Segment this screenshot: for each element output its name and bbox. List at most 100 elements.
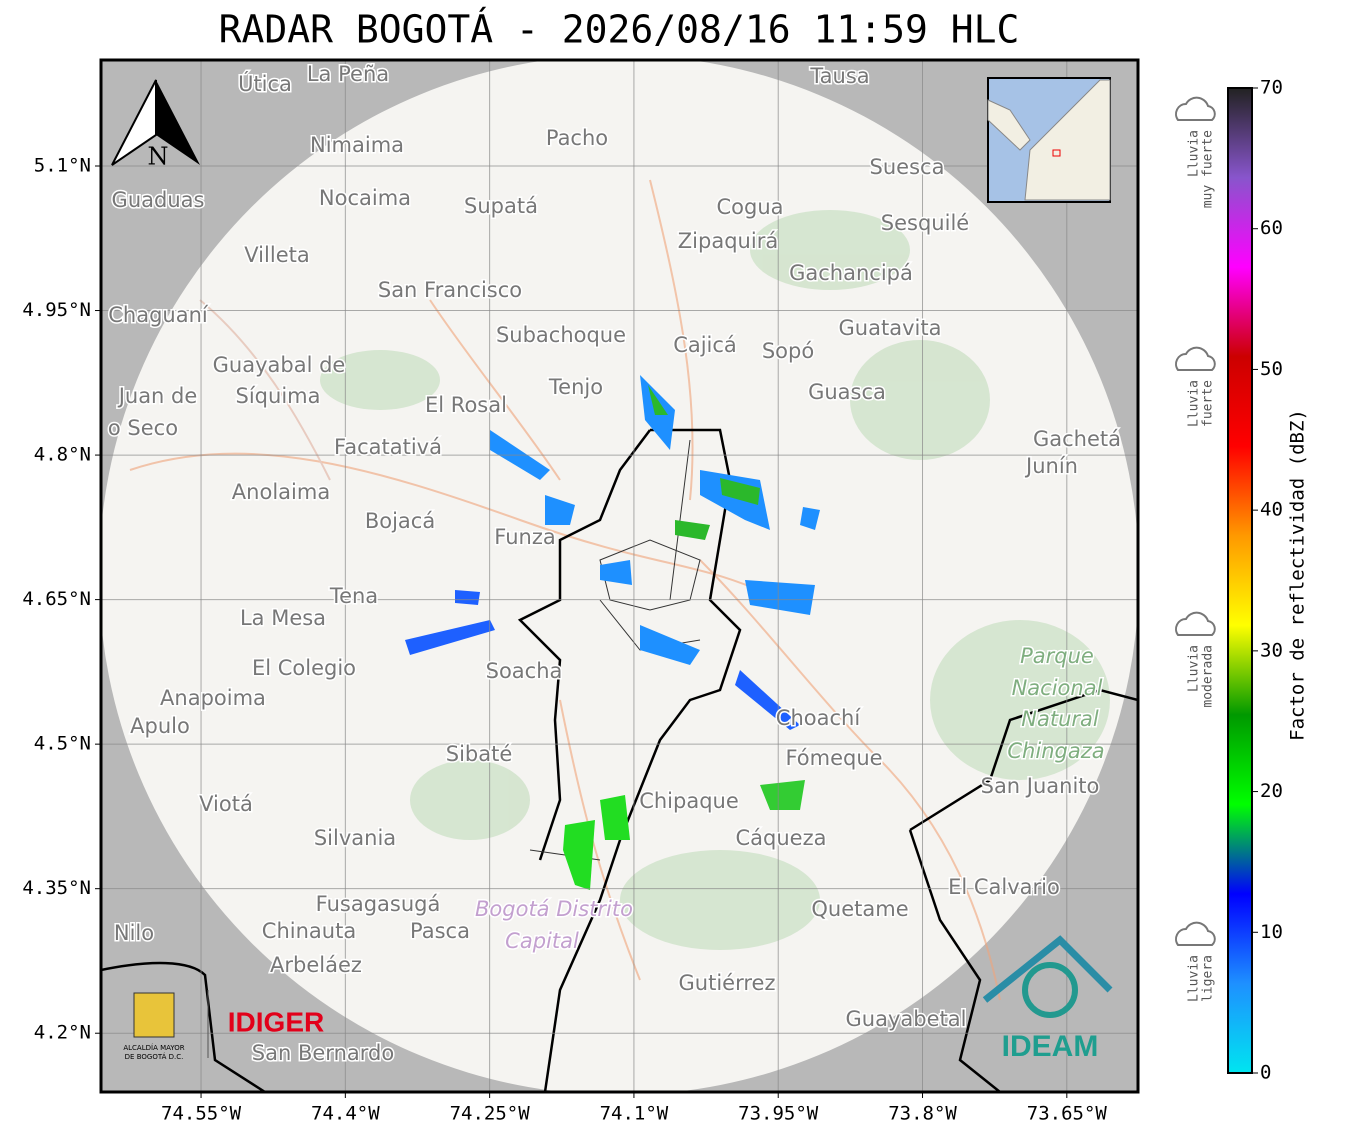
colorbar-tick-label: 70 [1260,77,1283,99]
rain-category-label: fuerte [1201,380,1216,427]
place-label: Nacional [1012,676,1103,700]
place-label: Sesquilé [881,211,969,235]
y-tick-label: 4.35°N [22,877,91,899]
place-label: Apulo [130,714,190,738]
colorbar-tick-label: 0 [1260,1062,1271,1084]
cloud-icon [1175,96,1216,121]
place-label: Natural [1021,707,1099,731]
x-tick-label: 73.65°W [1027,1103,1108,1125]
place-label: Tausa [809,64,869,88]
place-label: Nimaima [310,133,404,157]
place-label: Supatá [464,194,538,218]
place-label: Guaduas [112,188,205,212]
y-tick-label: 4.95°N [22,299,91,321]
place-label: Cogua [716,195,783,219]
rain-category-label: Lluvia [1187,380,1202,427]
place-label: Capital [505,929,579,953]
place-label: Funza [494,525,555,549]
y-tick-label: 4.5°N [34,733,91,755]
place-label: Suesca [870,155,945,179]
place-label: San Juanito [981,774,1100,798]
logo-text: ALCALDÍA MAYOR [123,1043,184,1052]
place-label: Junín [1024,454,1078,478]
cloud-icon [1175,921,1216,946]
radar-echoes [405,375,820,890]
rain-category-label: muy fuerte [1201,130,1216,208]
y-tick-label: 5.1°N [34,154,91,176]
rain-category: Lluvia muy fuerte [1175,96,1216,208]
place-label: Choachí [776,706,862,730]
place-label: Zipaquirá [678,229,778,253]
rain-category-label: Lluvia [1187,130,1202,177]
rain-category-label: Lluvia [1187,645,1202,692]
map-frame [99,58,1140,1094]
y-tick-label: 4.65°N [22,588,91,610]
place-label: Sibaté [446,742,513,766]
rain-category: Lluvia ligera [1175,921,1216,1002]
place-label: El Colegio [252,656,356,680]
inset-map [987,77,1111,203]
place-label: Villeta [244,243,309,267]
logo-text: IDEAM [1002,1030,1099,1063]
place-label: Útica [238,71,292,96]
place-label: Pasca [410,919,470,943]
rain-category-label: ligera [1201,955,1216,1002]
place-label: Silvania [314,826,396,850]
place-label: El Calvario [948,875,1060,899]
place-label: o Seco [108,416,178,440]
place-label: Cajicá [673,333,737,357]
place-label: Chipaque [639,789,739,813]
place-label: Quetame [811,897,908,921]
y-tick-label: 4.2°N [34,1022,91,1044]
x-tick-label: 73.8°W [888,1103,957,1125]
place-label: Bogotá Distrito [475,897,633,921]
place-label: Juan de [117,384,198,408]
title: RADAR BOGOTÁ - 2026/08/16 11:59 HLC [219,8,1020,52]
place-label: Anapoima [160,686,266,710]
place-label: Fusagasugá [316,892,441,916]
place-label: Síquima [236,384,321,408]
place-label: Anolaima [232,480,330,504]
place-label: Tenjo [548,375,603,399]
colorbar-tick-label: 30 [1260,639,1283,661]
place-label: Nilo [114,921,154,945]
place-label: San Bernardo [252,1041,394,1065]
map: Útica La Peña Tausa Pacho Nimaima Guaduas Noca… [101,60,1138,1092]
place-label: Sopó [762,339,814,363]
rain-category-label: Lluvia [1187,955,1202,1002]
logo-text: IDIGER [228,1006,324,1037]
place-label: Guasca [808,380,886,404]
place-label: San Francisco [378,278,522,302]
x-tick-label: 74.55°W [161,1103,242,1125]
place-label: Guayabetal [846,1007,967,1031]
colorbar [1227,87,1253,1074]
place-label: Subachoque [496,323,626,347]
x-tick-label: 74.4°W [311,1103,380,1125]
y-tick-label: 4.8°N [34,444,91,466]
colorbar-tick-label: 40 [1260,499,1283,521]
colorbar-tick-label: 10 [1260,921,1283,943]
place-label: Facatativá [334,435,442,459]
place-label: Pacho [546,126,608,150]
colorbar-label: Factor de reflectividad (dBZ) [1287,409,1309,741]
logos: ALCALDÍA MAYOR DE BOGOTÁ D.C. IDIGER IDE… [123,935,1113,1063]
place-label: Fómeque [785,746,882,770]
place-label: Chingaza [1007,739,1104,763]
x-tick-label: 74.1°W [600,1103,669,1125]
place-label: La Peña [307,62,389,86]
x-tick-label: 73.95°W [738,1103,819,1125]
place-label: Arbeláez [270,953,362,977]
place-label: La Mesa [240,606,326,630]
colorbar-tick-label: 60 [1260,217,1283,239]
place-label: Guayabal de [213,353,346,377]
place-label: Chaguaní [108,303,209,327]
north-label: N [148,143,169,171]
place-label: Soacha [486,659,563,683]
cloud-icon [1175,611,1216,636]
colorbar-tick-label: 20 [1260,780,1283,802]
place-label: Chinauta [262,919,356,943]
place-label: Gutiérrez [679,971,776,995]
north-arrow: N [111,79,200,171]
place-label: Cáqueza [736,826,827,850]
